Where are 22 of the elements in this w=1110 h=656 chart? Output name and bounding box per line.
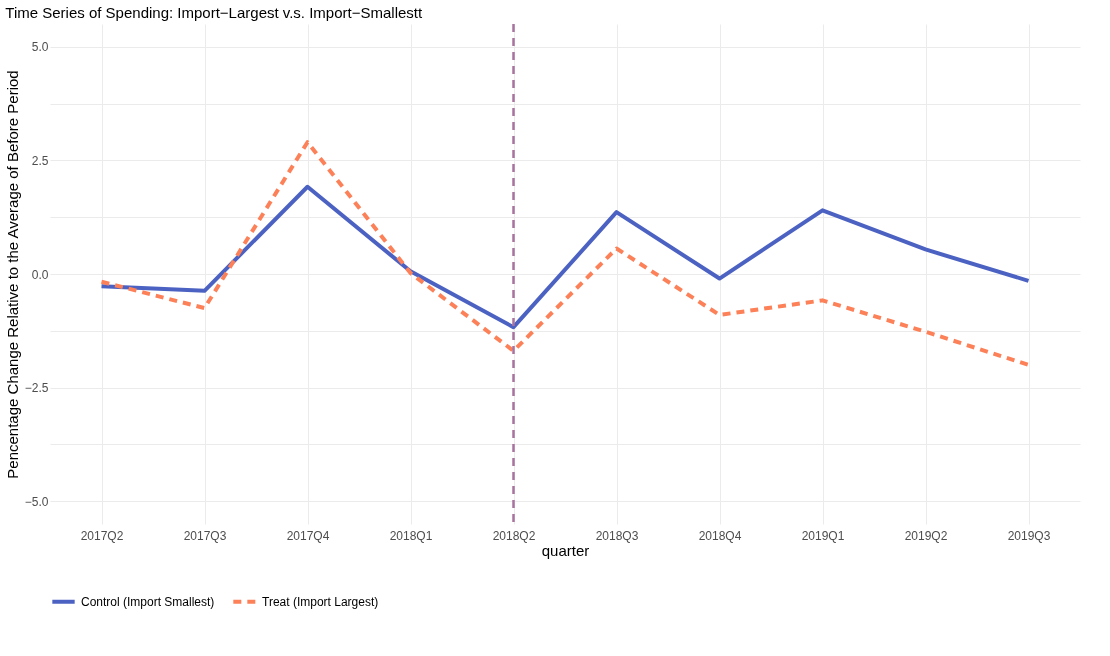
x-tick-label: 2018Q2 (492, 528, 536, 543)
x-tick-label: 2019Q3 (1007, 528, 1051, 543)
x-tick-label: 2018Q3 (595, 528, 639, 543)
line-series (99, 140, 1031, 367)
x-axis-title: quarter (541, 541, 590, 559)
x-tick-label: 2017Q2 (80, 528, 124, 543)
x-tick-label: 2017Q4 (286, 528, 330, 543)
y-axis-title: Pencentage Change Relative to the Average of Before Period (3, 70, 21, 479)
y-tick-label: −2.5 (24, 381, 49, 396)
legend-label: Control (Import Smallest) (81, 594, 215, 609)
x-tick-label: 2017Q3 (183, 528, 227, 543)
x-tick-label: 2018Q1 (389, 528, 433, 543)
y-tick-label: 0.0 (31, 267, 49, 282)
chart-title: Time Series of Spending: Import−Largest v.s. Import−Smallestt (5, 3, 423, 21)
line-series (99, 184, 1031, 330)
y-tick-label: −5.0 (24, 494, 49, 509)
y-tick-label: 2.5 (31, 153, 49, 168)
x-tick-label: 2019Q2 (904, 528, 948, 543)
y-tick-label: 5.0 (31, 40, 49, 55)
legend-label: Treat (Import Largest) (262, 594, 379, 609)
x-tick-label: 2019Q1 (801, 528, 845, 543)
x-tick-label: 2018Q4 (698, 528, 742, 543)
